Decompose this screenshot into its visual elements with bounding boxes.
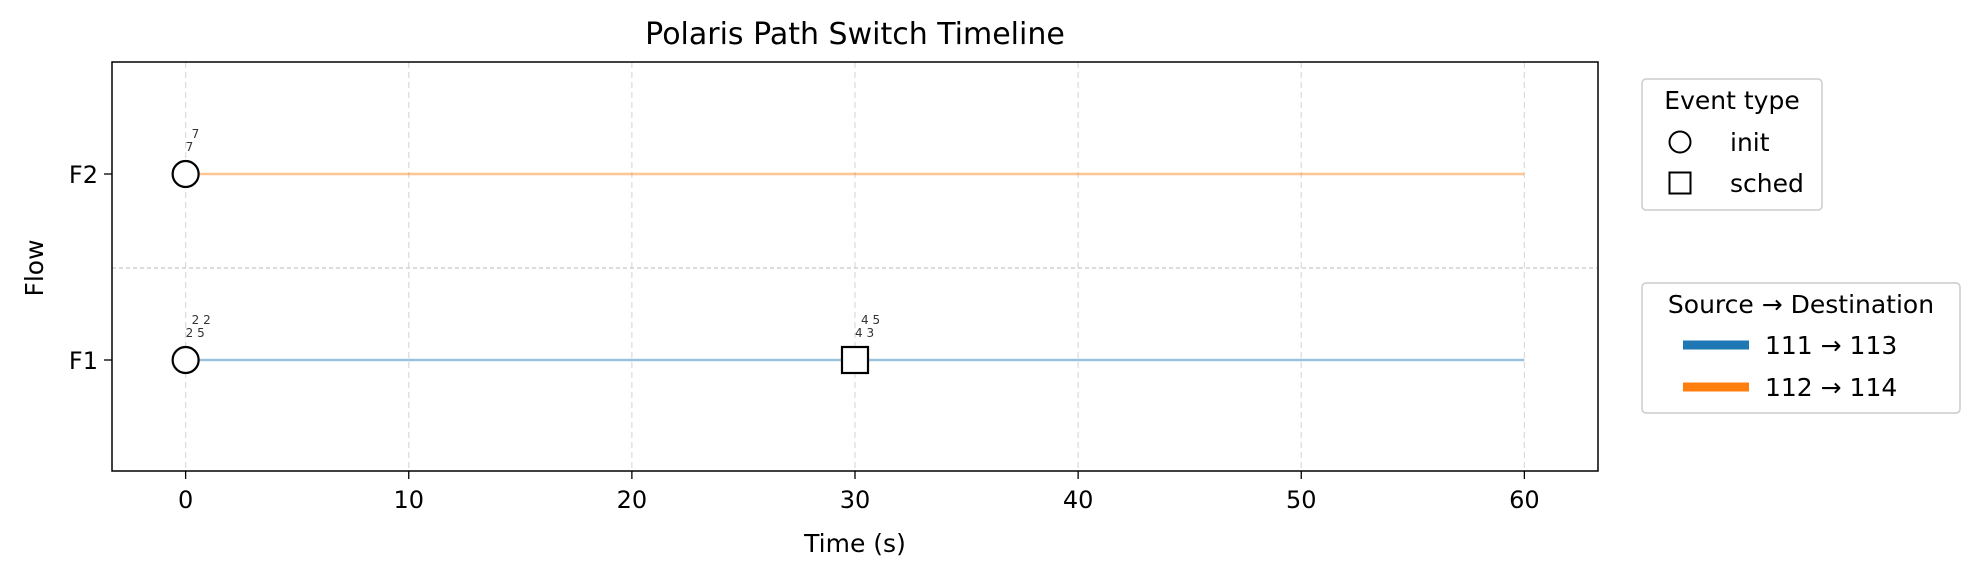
legend-square-marker xyxy=(1668,171,1692,195)
x-axis-label: Time (s) xyxy=(803,529,906,558)
event-annotation-top: 4 5 xyxy=(861,313,880,327)
y-tick-label-f1: F1 xyxy=(69,347,98,375)
y-axis-label: Flow xyxy=(20,239,49,296)
event-marker-init xyxy=(171,345,200,375)
x-grid xyxy=(184,62,1526,471)
event-annotation-bottom: 4 3 xyxy=(855,326,874,340)
x-tick-label: 60 xyxy=(1509,486,1540,514)
legend-source-destination: Source → Destination 111 → 113 112 → 114 xyxy=(1641,282,1961,414)
x-tick-label: 30 xyxy=(840,486,871,514)
event-markers: 2 22 5 4 54 3 77 xyxy=(171,127,880,375)
event-marker-init xyxy=(171,159,200,189)
legend-event-type-title: Event type xyxy=(1664,86,1799,115)
chart-title: Polaris Path Switch Timeline xyxy=(645,17,1065,52)
legend-label-111-113: 111 → 113 xyxy=(1765,331,1897,360)
x-tick-label: 50 xyxy=(1286,486,1317,514)
event-annotation-top: 7 xyxy=(192,127,200,141)
legend-init-label: init xyxy=(1730,128,1770,157)
legend-source-destination-box xyxy=(1641,282,1961,414)
event-marker-sched xyxy=(840,345,870,375)
x-tick-label: 20 xyxy=(617,486,648,514)
event-annotation-bottom: 2 5 xyxy=(186,326,205,340)
y-tick-label-f2: F2 xyxy=(69,161,98,189)
x-tick-label: 40 xyxy=(1063,486,1094,514)
x-tick-label: 10 xyxy=(393,486,424,514)
y-axis-ticks: F1 F2 xyxy=(69,161,112,375)
event-annotation-bottom: 7 xyxy=(186,140,194,154)
legend-circle-marker xyxy=(1668,130,1692,154)
x-axis-ticks: 0 10 20 30 40 50 60 xyxy=(178,471,1540,514)
legend-event-type: Event type init sched xyxy=(1641,78,1823,211)
legend-label-112-114: 112 → 114 xyxy=(1765,373,1897,402)
event-annotation-top: 2 2 xyxy=(192,313,211,327)
legend-source-destination-title: Source → Destination xyxy=(1668,290,1934,319)
legend-sched-label: sched xyxy=(1730,169,1804,198)
x-tick-label: 0 xyxy=(178,486,193,514)
